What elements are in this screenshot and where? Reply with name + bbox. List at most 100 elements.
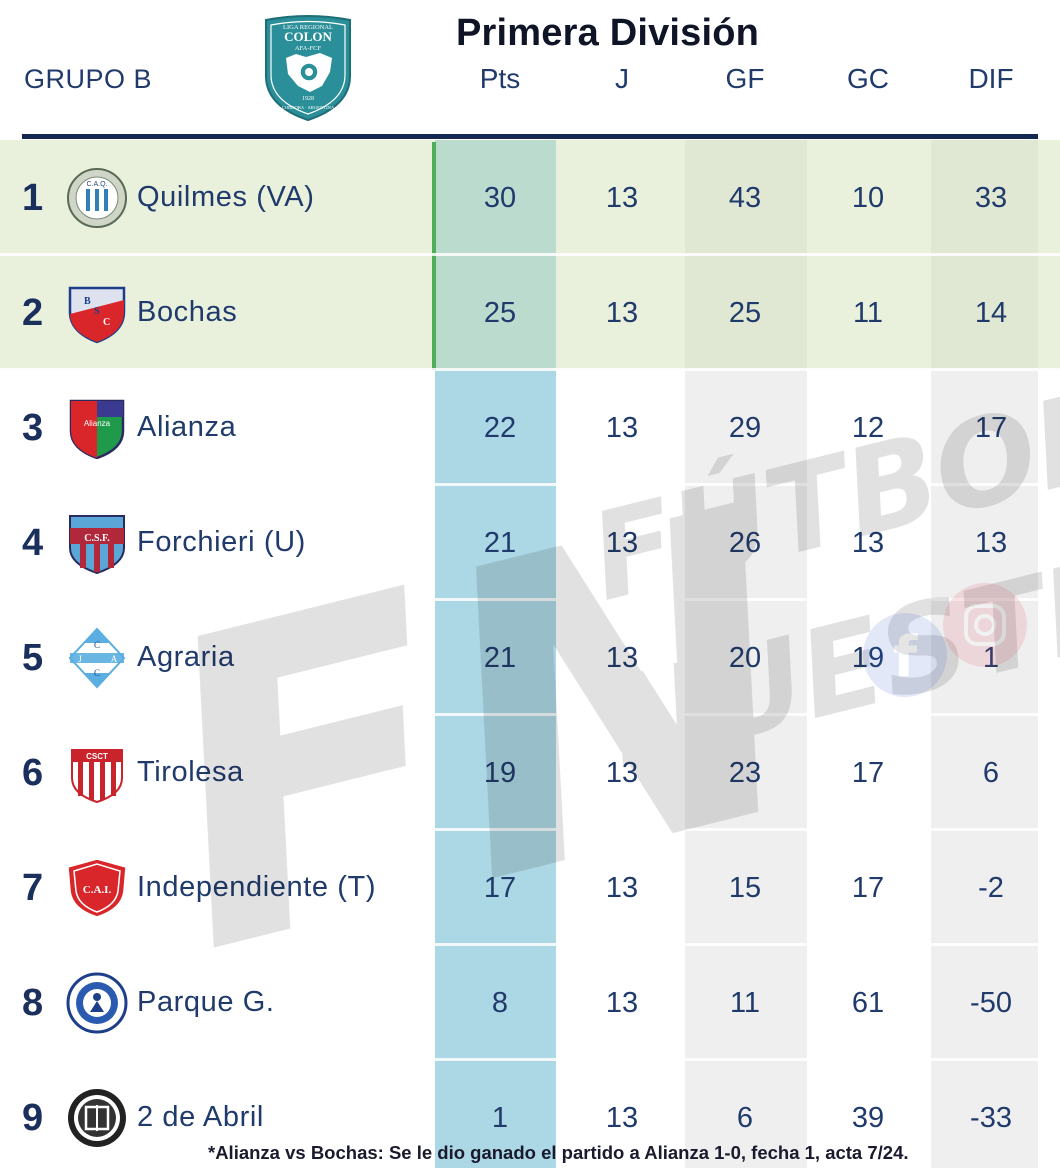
team-name: Quilmes (VA): [137, 181, 315, 213]
goals-for-value: 29: [728, 412, 762, 444]
points-value: 19: [483, 757, 517, 789]
played-value: 13: [605, 642, 639, 674]
alianza-crest-text: Alianza: [84, 419, 111, 428]
points-value: 30: [483, 182, 517, 214]
points-value: 25: [483, 297, 517, 329]
team-name: Independiente (T): [137, 871, 377, 903]
played-value: 13: [605, 987, 639, 1019]
column-header-pts: Pts: [479, 63, 521, 94]
played-value: 13: [605, 1102, 639, 1134]
row-divider: [0, 1058, 1060, 1061]
agraria-crest-letter-c-bottom: C: [94, 668, 100, 678]
row-position: 2: [22, 292, 44, 334]
tirolesa-crest-icon: CSCT: [71, 749, 123, 804]
league-logo-bottom-text: CORDOBA · ARGENTINA: [282, 105, 335, 110]
column-header-gf: GF: [725, 63, 765, 94]
page-title: Primera División: [456, 12, 760, 54]
row-divider: [0, 828, 1060, 831]
quilmes-crest-icon: C.A.Q.: [67, 168, 127, 228]
points-value: 21: [483, 642, 517, 674]
team-name: Tirolesa: [137, 756, 244, 788]
league-logo-sub-text: AFA-FCF: [295, 45, 322, 52]
forchieri-crest-icon: C.S.F.: [69, 515, 125, 574]
alianza-crest-icon: Alianza: [69, 399, 125, 459]
gf-column-band: [685, 140, 807, 1168]
row-divider: [0, 713, 1060, 716]
goals-for-value: 11: [729, 987, 761, 1019]
played-value: 13: [605, 297, 639, 329]
qualified-indicator-bar: [432, 142, 436, 370]
goal-difference-value: -50: [970, 987, 1012, 1019]
goals-for-value: 20: [728, 642, 762, 674]
quilmes-crest-text: C.A.Q.: [86, 181, 107, 188]
goals-against-value: 17: [851, 872, 885, 904]
goals-for-value: 15: [728, 872, 762, 904]
played-value: 13: [605, 872, 639, 904]
table-row: 1 C.A.Q. Quilmes (VA) 30 13 43 10 33: [0, 141, 1060, 256]
goal-difference-value: 17: [974, 412, 1008, 444]
header-divider: [22, 134, 1038, 139]
played-value: 13: [605, 757, 639, 789]
row-divider: [0, 253, 1060, 256]
column-header-dif: DIF: [968, 63, 1014, 94]
agraria-crest-letter-j: J: [78, 654, 82, 664]
team-name: Alianza: [137, 411, 237, 443]
row-position: 9: [22, 1097, 44, 1139]
league-logo-top-text: LIGA REGIONAL: [283, 24, 333, 31]
row-position: 1: [22, 177, 44, 219]
points-value: 22: [483, 412, 517, 444]
points-value: 21: [483, 527, 517, 559]
goals-for-value: 23: [728, 757, 762, 789]
tirolesa-crest-text: CSCT: [86, 752, 108, 761]
column-header-j: J: [615, 63, 629, 94]
points-value: 17: [483, 872, 517, 904]
goals-for-value: 26: [728, 527, 762, 559]
table-row: 2 B S C Bochas 25 13 25 11 14: [0, 256, 1060, 371]
goal-difference-value: 6: [982, 757, 1000, 789]
league-logo: LIGA REGIONAL COLON AFA-FCF 1928 CORDOBA…: [265, 15, 351, 122]
goals-against-value: 11: [852, 297, 884, 329]
played-value: 13: [605, 182, 639, 214]
row-position: 6: [22, 752, 44, 794]
goal-difference-value: 33: [974, 182, 1008, 214]
agraria-crest-icon: C J A C: [68, 627, 126, 689]
bochas-crest-letter-b: B: [84, 296, 91, 307]
table-row: 3 Alianza Alianza 22 13 29 12 17: [0, 371, 1060, 486]
table-row: 7 C.A.I. Independiente (T) 17 13 15 17 -…: [0, 831, 1060, 946]
table-row: 8 Parque G. 8 13 11 61 -50: [0, 946, 1060, 1061]
row-position: 4: [22, 522, 44, 564]
goal-difference-value: 1: [982, 642, 1000, 674]
played-value: 13: [605, 412, 639, 444]
table-row: 5 C J A C Agraria 21 13 20 19 1: [0, 601, 1060, 716]
dif-column-band: [931, 140, 1038, 1168]
row-divider: [0, 368, 1060, 371]
row-position: 5: [22, 637, 44, 679]
parque-crest-icon: [66, 972, 128, 1034]
league-logo-year: 1928: [302, 96, 314, 102]
goals-against-value: 61: [851, 987, 885, 1019]
goals-against-value: 13: [851, 527, 885, 559]
goals-for-value: 6: [736, 1102, 754, 1134]
goals-for-value: 25: [728, 297, 762, 329]
row-position: 8: [22, 982, 44, 1024]
league-logo-main-text: COLON: [284, 29, 332, 44]
team-name: 2 de Abril: [137, 1101, 264, 1133]
team-name: Forchieri (U): [137, 526, 306, 558]
goal-difference-value: -2: [978, 872, 1004, 904]
forchieri-crest-text: C.S.F.: [84, 533, 110, 544]
independiente-crest-icon: C.A.I.: [67, 858, 127, 918]
team-name: Bochas: [137, 296, 238, 328]
row-divider: [0, 943, 1060, 946]
goal-difference-value: 13: [974, 527, 1008, 559]
goals-against-value: 19: [851, 642, 885, 674]
group-label: GRUPO B: [24, 64, 153, 94]
goal-difference-value: 14: [974, 297, 1008, 329]
bochas-crest-letter-c: C: [103, 317, 110, 328]
row-divider: [0, 598, 1060, 601]
pts-column-band: [435, 140, 556, 1168]
column-header-gc: GC: [847, 63, 889, 94]
goals-against-value: 39: [851, 1102, 885, 1134]
team-name: Agraria: [137, 641, 235, 673]
table-row: 4 C.S.F. Forchieri (U) 21 13 26 13 13: [0, 486, 1060, 601]
